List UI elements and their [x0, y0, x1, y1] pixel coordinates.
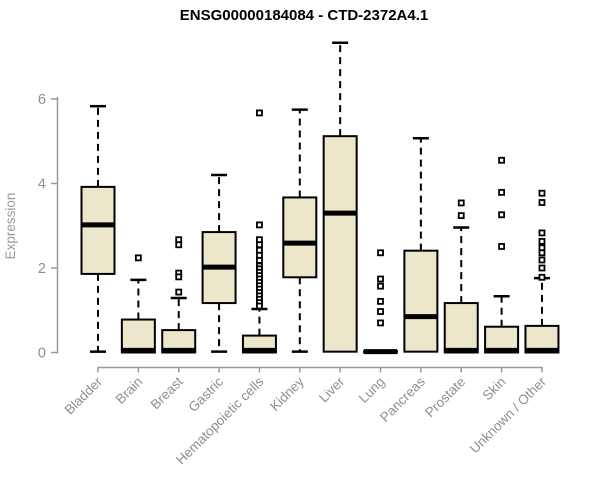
x-tick-label-brain: Brain	[113, 374, 146, 407]
outlier-point-lung	[377, 249, 384, 257]
outlier-point-unknown-other	[538, 264, 546, 272]
outlier-point-lung	[377, 319, 384, 327]
outlier-point-lung	[377, 308, 384, 315]
box-bladder	[80, 185, 116, 275]
outlier-point-hematopoietic-cells	[256, 302, 263, 310]
x-tick-label-kidney: Kidney	[267, 374, 307, 414]
x-tick-label-bladder: Bladder	[62, 374, 106, 418]
outlier-point-breast	[175, 241, 183, 249]
outlier-point-unknown-other	[538, 189, 546, 197]
outlier-point-skin	[498, 211, 506, 219]
x-tick-label-skin: Skin	[480, 374, 509, 403]
chart-title: ENSG00000184084 - CTD-2372A4.1	[180, 7, 428, 24]
outlier-point-lung	[377, 282, 384, 290]
x-tick-label-breast: Breast	[148, 374, 186, 412]
x-tick-label-pancreas: Pancreas	[377, 374, 428, 425]
y-tick-label-4: 4	[38, 177, 46, 193]
outlier-point-unknown-other	[538, 229, 546, 237]
box-brain	[120, 318, 156, 354]
x-tick-label-lung: Lung	[356, 374, 388, 406]
outlier-point-lung	[377, 275, 384, 283]
outlier-point-brain	[134, 254, 142, 262]
outlier-point-hematopoietic-cells	[256, 109, 263, 117]
outlier-point-unknown-other	[538, 256, 546, 264]
x-tick-label-unknown-other: Unknown / Other	[467, 374, 550, 457]
outlier-point-unknown-other	[538, 237, 546, 245]
box-prostate	[443, 302, 479, 354]
y-tick-label-6: 6	[38, 92, 46, 108]
outlier-point-prostate	[457, 199, 465, 207]
x-tick-label-prostate: Prostate	[422, 374, 468, 420]
outlier-point-unknown-other	[538, 199, 546, 206]
outlier-point-hematopoietic-cells	[256, 221, 263, 229]
outlier-point-skin	[498, 243, 506, 250]
outlier-point-hematopoietic-cells	[256, 241, 263, 249]
y-axis-label: Expression	[3, 193, 18, 260]
x-tick-label-liver: Liver	[316, 374, 348, 406]
outlier-point-lung	[377, 297, 384, 305]
outlier-point-unknown-other	[538, 249, 546, 257]
y-tick-label-2: 2	[38, 261, 46, 277]
outlier-point-breast	[175, 273, 183, 281]
box-liver	[322, 135, 358, 353]
box-pancreas	[403, 249, 439, 353]
outlier-point-unknown-other	[538, 273, 546, 281]
outlier-point-skin	[498, 188, 506, 196]
outlier-point-hematopoietic-cells	[256, 256, 263, 264]
y-tick-label-0: 0	[38, 346, 46, 362]
outlier-point-skin	[498, 156, 506, 164]
box-kidney	[282, 196, 318, 279]
outlier-point-breast	[175, 288, 183, 296]
outlier-point-prostate	[457, 212, 465, 220]
